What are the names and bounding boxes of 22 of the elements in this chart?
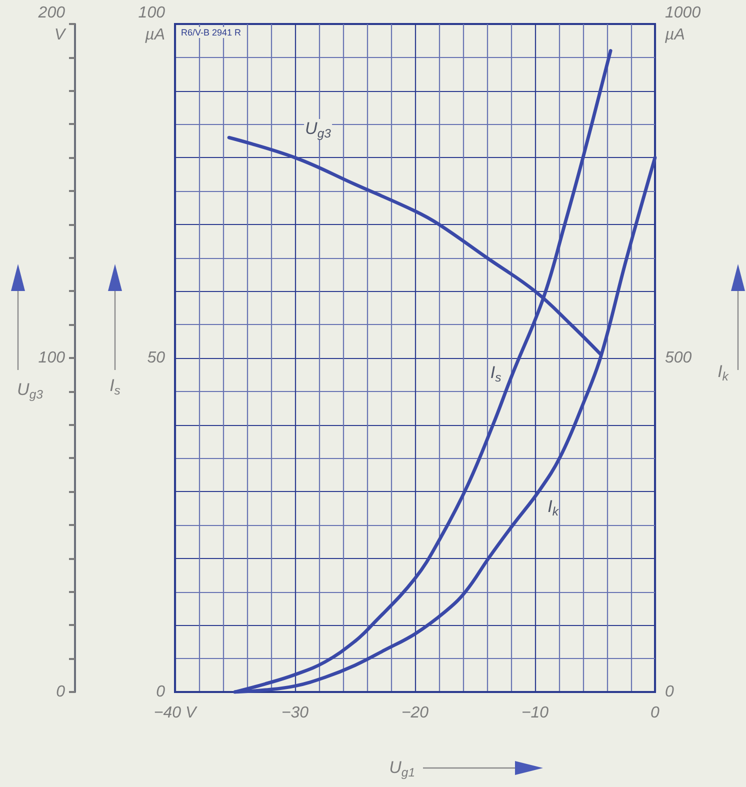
y2-tick-label: 1000 µA bbox=[664, 4, 701, 44]
y3-tick-label: 100 bbox=[38, 350, 66, 366]
y2-axis-title: I$_{k}$ bbox=[718, 362, 728, 384]
x-tick-label: 0 bbox=[650, 704, 660, 722]
y3-axis-title: U$_{g3}$ bbox=[17, 380, 43, 402]
y3-tick-label: 200 V bbox=[37, 4, 66, 44]
y3-tick-label: 0 bbox=[56, 684, 66, 700]
series-label: I$_{k}$ bbox=[546, 496, 560, 518]
series-label: U$_{g3}$ bbox=[304, 118, 332, 140]
y2-tick-label: 0 bbox=[665, 684, 674, 700]
x-tick-label: −40 V bbox=[154, 704, 198, 722]
series-label: I$_{s}$ bbox=[489, 362, 502, 384]
x-tick-label: −10 bbox=[521, 704, 549, 722]
x-tick-label: −20 bbox=[401, 704, 429, 722]
annotation: R6/V-B 2941 R bbox=[181, 28, 242, 38]
y-tick-label: 0 bbox=[156, 684, 166, 700]
y-axis-title: I$_{s}$ bbox=[110, 376, 120, 398]
y-tick-label: 100 µA bbox=[138, 4, 166, 44]
x-axis-title: U$_{g1}$ bbox=[389, 758, 415, 780]
x-tick-label: −30 bbox=[281, 704, 309, 722]
y2-tick-label: 500 bbox=[665, 350, 692, 366]
y-tick-label: 50 bbox=[147, 350, 166, 366]
